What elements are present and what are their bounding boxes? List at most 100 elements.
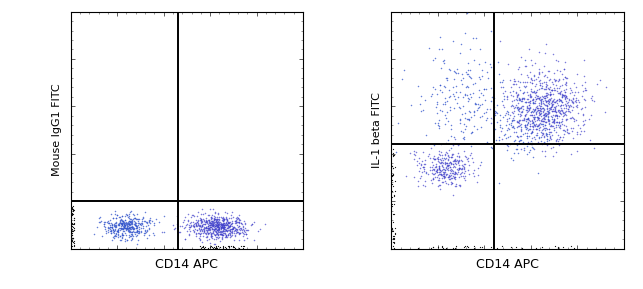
Point	[386, 167, 397, 172]
Point	[204, 230, 215, 235]
Point	[561, 94, 572, 98]
Point	[469, 246, 479, 251]
Point	[455, 106, 466, 111]
Point	[461, 155, 471, 160]
Point	[138, 225, 149, 230]
Point	[225, 232, 235, 237]
Point	[231, 231, 241, 236]
Point	[421, 170, 431, 175]
Point	[538, 131, 548, 136]
Point	[123, 225, 133, 230]
Point	[439, 173, 449, 178]
Point	[453, 160, 463, 165]
Point	[494, 113, 505, 118]
Point	[519, 116, 529, 121]
Point	[225, 231, 235, 235]
Point	[211, 225, 221, 230]
Point	[184, 225, 194, 229]
Point	[208, 222, 219, 227]
Point	[66, 205, 76, 210]
Point	[472, 127, 482, 131]
Point	[428, 177, 439, 181]
Point	[126, 234, 136, 239]
Point	[208, 220, 219, 225]
Point	[455, 78, 466, 82]
Point	[440, 159, 450, 164]
Point	[532, 106, 542, 110]
Point	[545, 130, 555, 134]
Point	[185, 225, 195, 229]
Point	[535, 125, 545, 129]
Point	[206, 233, 217, 238]
Point	[127, 226, 138, 230]
Point	[545, 106, 555, 110]
Point	[542, 105, 552, 110]
Point	[118, 224, 129, 229]
Point	[552, 116, 562, 121]
Point	[192, 224, 202, 229]
Point	[69, 216, 79, 220]
Point	[67, 232, 77, 237]
Point	[389, 237, 399, 242]
Point	[536, 109, 546, 114]
Point	[547, 120, 557, 124]
Point	[559, 111, 569, 116]
Point	[545, 133, 555, 138]
Point	[550, 110, 561, 114]
Point	[530, 97, 541, 102]
Point	[233, 232, 244, 236]
Point	[525, 98, 535, 103]
Point	[195, 234, 205, 239]
Point	[561, 116, 571, 121]
Point	[191, 222, 201, 227]
Point	[230, 226, 240, 231]
Point	[543, 114, 553, 118]
Point	[197, 228, 207, 232]
Point	[386, 229, 397, 234]
Point	[68, 228, 78, 233]
Point	[130, 230, 140, 235]
Point	[224, 225, 235, 229]
Point	[566, 244, 577, 249]
Point	[446, 123, 457, 128]
Point	[524, 134, 534, 138]
Point	[523, 119, 533, 124]
Point	[571, 84, 581, 89]
Point	[123, 225, 134, 229]
Point	[520, 64, 530, 68]
Point	[206, 221, 216, 225]
Point	[520, 85, 530, 89]
Point	[570, 90, 581, 94]
Point	[238, 225, 248, 230]
Point	[440, 85, 450, 90]
Point	[555, 108, 565, 113]
Point	[182, 222, 192, 227]
Point	[213, 222, 223, 226]
Point	[213, 223, 223, 228]
Point	[227, 224, 237, 228]
Point	[389, 201, 399, 206]
Point	[547, 102, 557, 107]
Point	[574, 99, 584, 104]
Point	[389, 235, 399, 240]
Point	[122, 223, 132, 227]
Point	[201, 218, 211, 223]
Point	[200, 245, 210, 249]
Point	[207, 245, 217, 250]
Point	[439, 84, 449, 88]
Point	[240, 231, 251, 236]
Point	[118, 221, 128, 225]
Point	[210, 244, 221, 249]
Point	[433, 178, 443, 182]
Point	[204, 212, 214, 217]
Point	[215, 224, 225, 229]
Point	[486, 116, 496, 120]
Point	[511, 97, 521, 101]
Point	[549, 88, 559, 92]
Point	[415, 175, 426, 180]
Point	[529, 107, 539, 111]
Point	[212, 228, 222, 232]
Point	[67, 232, 77, 237]
Point	[520, 125, 530, 129]
Point	[213, 227, 224, 231]
